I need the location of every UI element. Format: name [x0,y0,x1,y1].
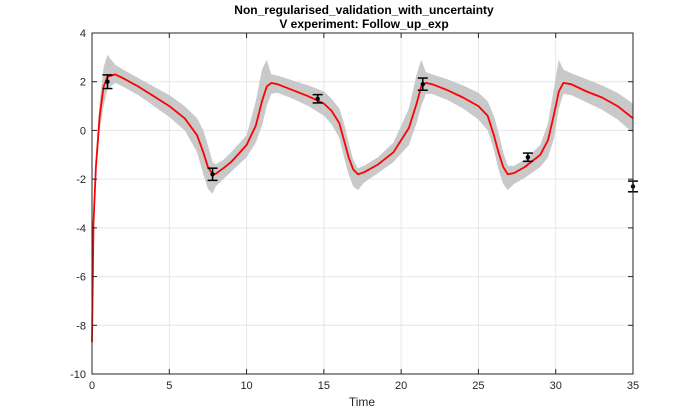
x-tick-label: 15 [318,380,330,392]
data-point-errorbar [312,93,323,104]
x-tick-label: 30 [550,380,562,392]
x-tick-label: 20 [395,380,407,392]
x-tick-label: 35 [627,380,639,392]
chart-title: Non_regularised_validation_with_uncertai… [234,3,494,17]
data-point-errorbar [417,77,428,91]
x-tick-label: 0 [89,380,95,392]
data-point-errorbar [207,167,218,182]
x-tick-label: 5 [166,380,172,392]
uncertainty-band-area [92,54,633,345]
prediction-line [91,73,634,343]
data-point-marker [315,96,320,101]
data-point-errorbar [522,152,533,163]
data-point-errorbar [102,74,113,90]
y-tick-labels: -10 -8 -6 -4 -2 0 2 4 [70,28,86,381]
y-tick-label: 4 [80,28,86,40]
axes [91,32,634,375]
x-tick-labels: 0 5 10 15 20 25 30 35 [89,380,639,392]
plot-area [92,33,633,374]
data-point-marker [210,172,215,177]
x-tick-label: 25 [472,380,484,392]
data-point-marker [420,81,425,87]
y-tick-label: -8 [76,320,86,332]
y-tick-label: 2 [80,77,86,89]
data-point-marker [105,79,110,84]
chart-subtitle: V experiment: Follow_up_exp [279,17,448,31]
y-tick-label: -6 [76,272,86,284]
y-tick-label: -2 [76,174,86,186]
prediction-curve [91,73,634,343]
x-axis-label: Time [349,395,376,409]
y-tick-label: -10 [70,369,86,381]
y-tick-label: 0 [80,125,86,137]
uncertainty-band [92,54,633,345]
y-tick-label: -4 [76,223,86,235]
x-tick-label: 10 [240,380,252,392]
axes-box [91,32,634,375]
data-point-marker [525,155,531,160]
